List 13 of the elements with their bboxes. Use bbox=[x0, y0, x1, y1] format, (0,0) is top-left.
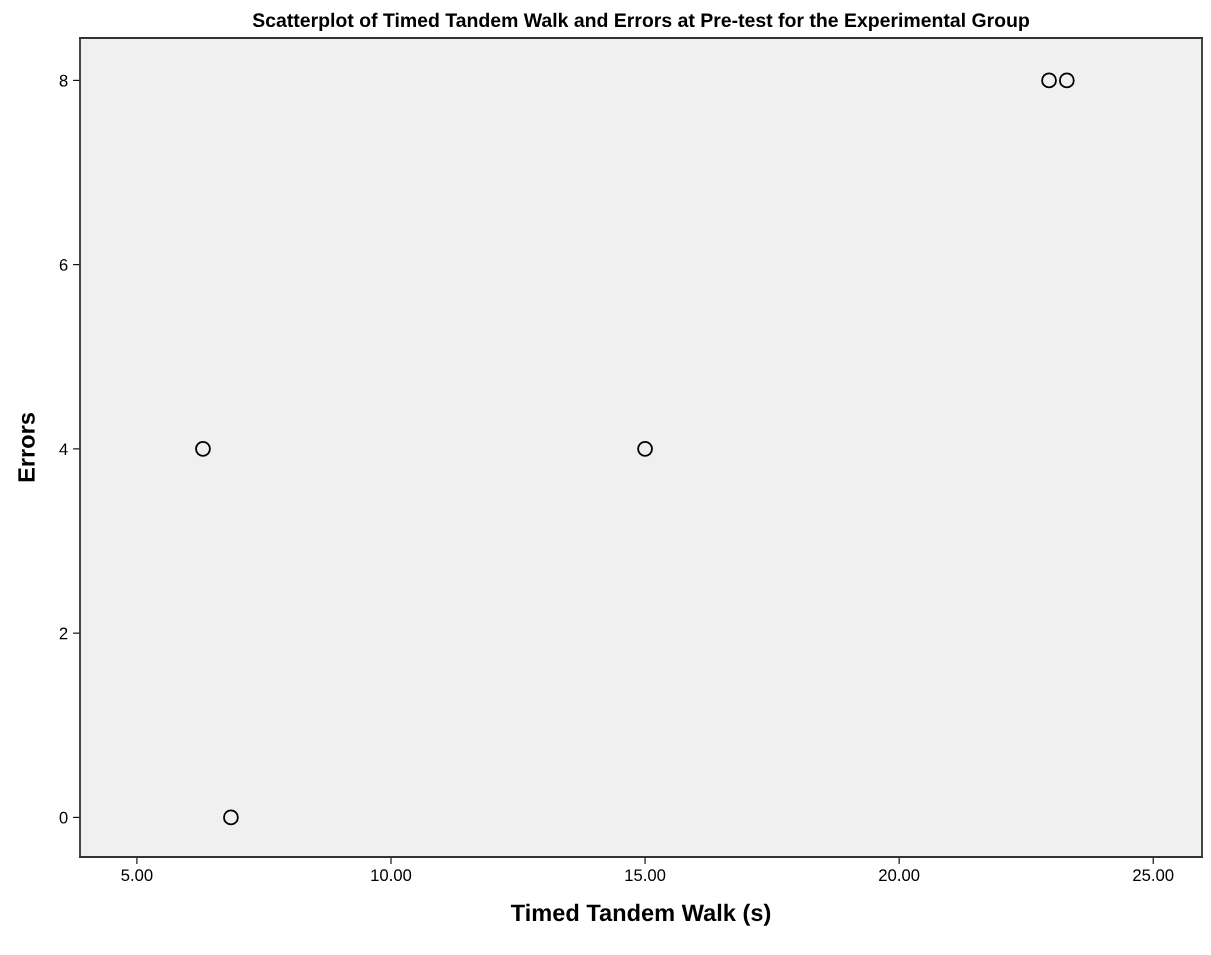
y-tick-label: 8 bbox=[59, 74, 68, 87]
x-tick-label: 10.00 bbox=[371, 869, 412, 882]
y-tick-label: 4 bbox=[59, 443, 68, 455]
y-tick-label: 2 bbox=[59, 627, 68, 640]
x-tick-label: 15.00 bbox=[625, 869, 666, 882]
x-tick-label: 25.00 bbox=[1133, 869, 1174, 882]
y-tick-label: 0 bbox=[59, 811, 68, 824]
y-axis-title: Errors bbox=[18, 413, 35, 482]
x-tick-label: 20.00 bbox=[879, 869, 920, 882]
chart-title: Scatterplot of Timed Tandem Walk and Errors at Pre-test for the Experimental Group bbox=[252, 12, 1030, 31]
x-axis-title: Timed Tandem Walk (s) bbox=[510, 903, 771, 926]
x-tick-label: 5.00 bbox=[121, 869, 153, 882]
y-tick-label: 6 bbox=[59, 259, 68, 271]
